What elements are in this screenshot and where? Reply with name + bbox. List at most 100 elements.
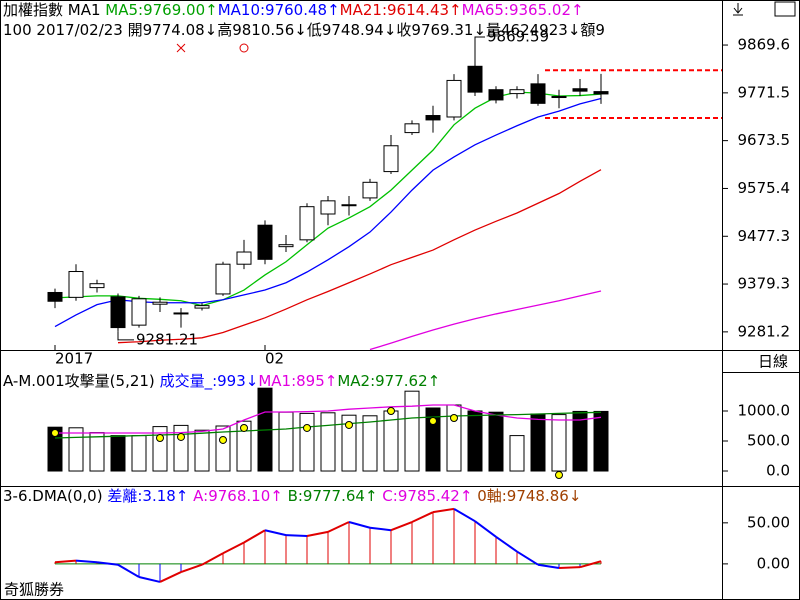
low-label: 9281.21 xyxy=(136,330,198,348)
header-item: MA65:9365.02↑ xyxy=(462,1,584,19)
dma-segment xyxy=(96,561,119,566)
dma-segment xyxy=(516,550,539,566)
candle-body xyxy=(551,96,567,99)
dma-segment xyxy=(432,507,455,514)
header-item: C:9785.42↑ xyxy=(382,487,477,505)
header-item: 100 2017/02/23 開9774.08↓高9810.56↓低9748.9… xyxy=(3,21,605,39)
candle-body xyxy=(341,204,357,207)
volume-bar xyxy=(299,412,315,472)
volume-bar xyxy=(572,410,588,472)
y-tick-label: 9869.6 xyxy=(738,36,791,54)
scroll-button[interactable] xyxy=(733,3,743,16)
signal-dot xyxy=(429,417,437,426)
header-line: 100 2017/02/23 開9774.08↓高9810.56↓低9748.9… xyxy=(3,21,605,39)
candle-body xyxy=(572,88,588,92)
dma-segment xyxy=(306,530,329,537)
dma-segment xyxy=(579,560,602,569)
header-item: 差離:3.18↑ xyxy=(107,487,193,505)
candle-body xyxy=(68,271,84,298)
candle-body xyxy=(425,115,441,121)
candle-body xyxy=(467,65,483,93)
dma-segment xyxy=(75,559,98,564)
volume-bar xyxy=(551,414,567,472)
signal-dot xyxy=(555,471,563,480)
candle-body xyxy=(47,291,63,302)
dma-segment xyxy=(243,529,266,544)
candle-body xyxy=(173,312,189,315)
dma-segment xyxy=(201,552,224,566)
period-label: 日線 xyxy=(758,353,788,371)
candle-body xyxy=(383,145,399,173)
header-item: A-M.001攻擊量(5,21) xyxy=(3,372,160,390)
candle-body xyxy=(194,305,210,309)
header-item: MA2:977.62↑ xyxy=(337,372,440,390)
candle-body xyxy=(362,181,378,199)
header-item: A:9768.10↑ xyxy=(193,487,287,505)
signal-dot xyxy=(177,432,185,441)
candle-body xyxy=(89,283,105,289)
ma-line xyxy=(369,290,602,351)
volume-bar xyxy=(593,410,609,472)
volume-bar xyxy=(215,425,231,472)
header-item: MA10:9760.48↑ xyxy=(218,1,340,19)
candle-body xyxy=(236,251,252,265)
candle-body xyxy=(320,200,336,215)
label-leader xyxy=(117,331,134,341)
header-item: MA1:895↑ xyxy=(258,372,337,390)
dma-segment xyxy=(117,563,140,578)
dma-segment xyxy=(411,511,434,523)
volume-bar xyxy=(530,413,546,472)
dma-segment xyxy=(138,576,161,583)
volume-bar xyxy=(362,415,378,472)
buy-marker xyxy=(239,43,249,53)
y-tick-label: 9477.3 xyxy=(738,227,791,245)
x-tick-label: 02 xyxy=(265,350,284,368)
volume-bar xyxy=(194,429,210,472)
volume-bar xyxy=(320,412,336,472)
volume-bar xyxy=(236,420,252,472)
candle-body xyxy=(257,224,273,260)
dma-segment xyxy=(453,508,476,523)
y-tick-label: 9771.5 xyxy=(738,83,791,101)
volume-bar xyxy=(341,414,357,472)
ma-line xyxy=(117,169,602,344)
candle-body xyxy=(446,79,462,118)
window-button[interactable] xyxy=(774,1,796,17)
dma-segment xyxy=(264,529,287,537)
header-item: B:9777.64↑ xyxy=(288,487,383,505)
candle-body xyxy=(488,89,504,101)
candle-body xyxy=(530,83,546,104)
signal-dot xyxy=(387,406,395,415)
volume-bar xyxy=(425,407,441,472)
dma-segment xyxy=(474,520,497,538)
volume-ma-line xyxy=(54,411,602,439)
dma-segment xyxy=(495,535,518,553)
y-tick-label: 9673.5 xyxy=(738,131,791,149)
label-leader xyxy=(474,36,485,46)
header-line: A-M.001攻擊量(5,21) 成交量_:993↓MA1:895↑MA2:97… xyxy=(3,372,440,391)
header-item: 加權指數 MA1 xyxy=(3,1,105,19)
signal-dot xyxy=(345,420,353,429)
candle-body xyxy=(404,123,420,134)
volume-bar xyxy=(488,411,504,472)
y-tick-label: 0.00 xyxy=(757,554,790,572)
candle-body xyxy=(152,301,168,305)
dma-segment xyxy=(54,559,77,564)
y-tick-label: 500.0 xyxy=(747,432,790,450)
header-item: 0軸:9748.86↓ xyxy=(477,487,581,505)
y-tick-label: 50.00 xyxy=(747,513,790,531)
dma-segment xyxy=(327,521,350,533)
dma-segment xyxy=(348,521,371,529)
candle-body xyxy=(215,263,231,295)
dma-segment xyxy=(285,534,308,537)
header-item: 3-6.DMA(0,0) xyxy=(3,487,107,505)
header-line: 3-6.DMA(0,0) 差離:3.18↑ A:9768.10↑ B:9777.… xyxy=(3,487,581,505)
signal-dot xyxy=(219,435,227,444)
brand-label: 奇狐勝券 xyxy=(4,581,64,599)
volume-bar xyxy=(278,411,294,472)
signal-dot xyxy=(240,423,248,432)
y-tick-label: 1000.0 xyxy=(738,401,791,419)
signal-dot xyxy=(51,429,59,438)
dma-segment xyxy=(159,571,182,583)
